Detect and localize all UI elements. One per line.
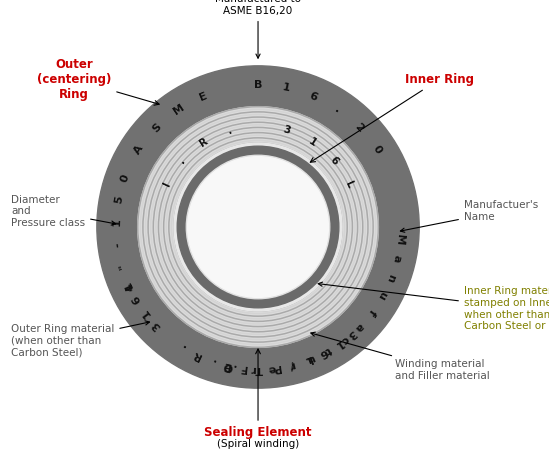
Text: L: L (303, 354, 313, 365)
Text: 3: 3 (345, 328, 357, 340)
Text: O: O (223, 360, 234, 371)
Text: S: S (150, 122, 163, 134)
Text: r: r (250, 364, 256, 374)
Text: 3: 3 (281, 124, 291, 136)
Circle shape (186, 155, 330, 299)
Text: 1: 1 (139, 307, 152, 319)
Text: A: A (133, 143, 146, 156)
Text: 0: 0 (119, 173, 131, 184)
Text: M: M (171, 103, 186, 117)
Text: L: L (122, 279, 135, 290)
Text: M: M (394, 233, 405, 245)
Text: 1: 1 (281, 83, 291, 94)
Circle shape (138, 107, 378, 347)
Text: B: B (254, 80, 262, 90)
Text: f: f (366, 306, 377, 316)
Text: t: t (323, 345, 333, 356)
Text: u: u (305, 353, 316, 365)
Text: 3: 3 (150, 320, 163, 332)
Text: 4: 4 (124, 281, 136, 292)
Text: (Spiral winding): (Spiral winding) (217, 439, 299, 449)
Text: R: R (191, 349, 203, 361)
Text: n: n (384, 272, 396, 283)
Text: u: u (376, 289, 389, 301)
Text: 6: 6 (318, 346, 329, 359)
Text: .: . (333, 104, 342, 115)
Text: .: . (177, 156, 187, 165)
Text: .: . (209, 356, 216, 366)
Text: e: e (268, 363, 277, 373)
Text: 6: 6 (328, 154, 340, 167)
Text: Outer
(centering)
Ring: Outer (centering) Ring (37, 58, 159, 105)
Text: Outer Ring material
(when other than
Carbon Steel): Outer Ring material (when other than Car… (11, 321, 149, 357)
Text: 6: 6 (130, 293, 143, 306)
Text: E: E (198, 90, 209, 103)
Text: E: E (221, 359, 231, 371)
Text: c: c (339, 333, 350, 345)
Text: 2: 2 (353, 122, 366, 134)
Circle shape (177, 146, 339, 308)
Text: F: F (238, 362, 247, 373)
Text: I: I (161, 181, 172, 188)
Text: Inner Ring material
stamped on Inner Ring
when other than
Carbon Steel or PTFE: Inner Ring material stamped on Inner Rin… (318, 282, 549, 331)
Text: Sealing Element: Sealing Element (204, 349, 312, 439)
Text: 5: 5 (113, 195, 125, 205)
Text: -: - (112, 242, 122, 247)
Text: r: r (288, 359, 295, 370)
Text: a: a (352, 320, 365, 333)
Text: 0: 0 (371, 144, 383, 156)
Text: Manufactured to
ASME B16,20: Manufactured to ASME B16,20 (215, 0, 301, 58)
Text: Winding material
and Filler material: Winding material and Filler material (311, 332, 490, 381)
Text: .: . (231, 361, 237, 372)
Text: T: T (255, 364, 263, 374)
Text: P: P (271, 362, 281, 373)
Text: R: R (198, 136, 210, 148)
Text: ": " (116, 262, 127, 270)
Text: 1: 1 (306, 136, 318, 148)
Text: 1: 1 (332, 338, 344, 350)
Circle shape (188, 157, 328, 297)
Text: 6: 6 (307, 90, 318, 103)
Text: .: . (227, 125, 233, 136)
Circle shape (174, 143, 342, 311)
Text: Manufactuer's
Name: Manufactuer's Name (400, 200, 538, 232)
Text: Inner Ring: Inner Ring (310, 73, 474, 162)
Text: 1: 1 (111, 218, 121, 226)
Text: /: / (289, 359, 295, 370)
Circle shape (97, 66, 419, 388)
Text: .: . (178, 341, 187, 352)
Text: Diameter
and
Pressure class: Diameter and Pressure class (11, 194, 116, 228)
Text: L: L (344, 179, 355, 189)
Text: a: a (390, 254, 402, 263)
